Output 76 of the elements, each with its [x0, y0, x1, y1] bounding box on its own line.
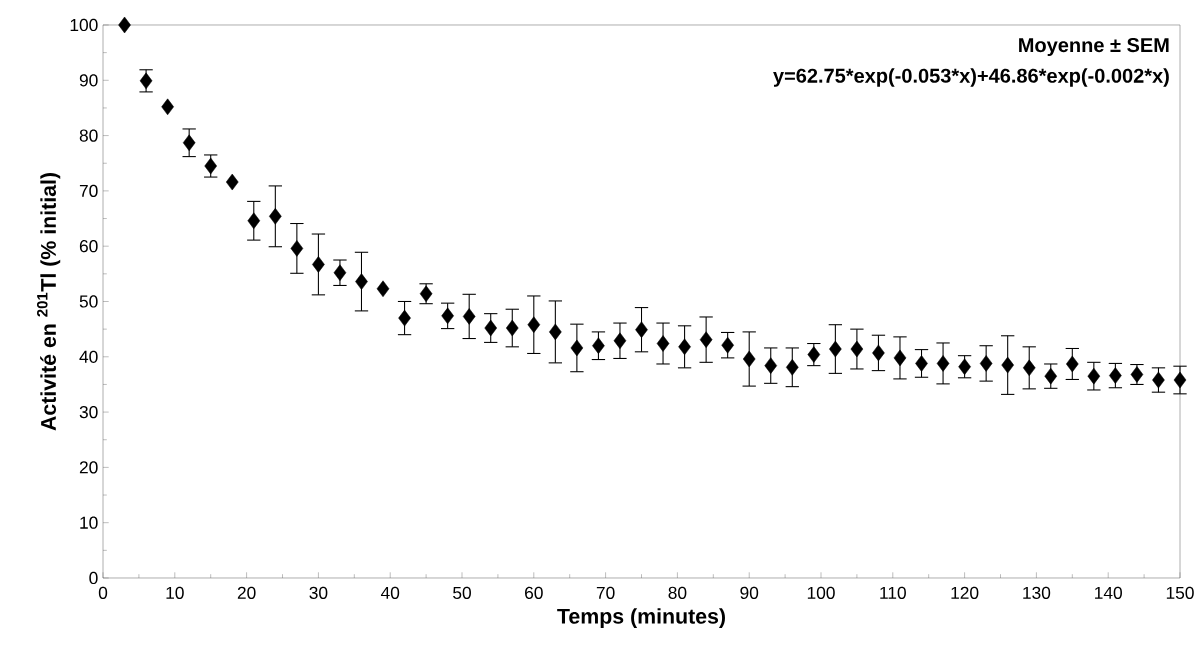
y-tick-label: 10 — [80, 516, 98, 529]
point — [182, 134, 196, 152]
point — [613, 332, 627, 350]
y-tick-label: 100 — [70, 18, 98, 32]
x-axis-title: Temps (minutes) — [557, 608, 725, 629]
x-tick-label: 80 — [668, 586, 687, 599]
point — [979, 355, 993, 372]
point — [1001, 356, 1014, 374]
x-tick-label: 40 — [380, 586, 400, 599]
x-tick-label: 100 — [807, 586, 835, 599]
point — [742, 350, 756, 368]
point — [355, 273, 368, 290]
point — [1109, 367, 1122, 384]
point — [807, 346, 821, 363]
y-tick-label: 80 — [79, 129, 98, 142]
point — [118, 16, 131, 34]
x-tick-label: 70 — [596, 586, 615, 599]
point — [1087, 367, 1101, 385]
point — [527, 316, 541, 333]
y-tick-label: 90 — [79, 74, 98, 87]
point — [398, 309, 411, 327]
point — [549, 323, 562, 341]
x-tick-label: 50 — [453, 586, 471, 599]
point — [161, 98, 174, 116]
y-tick-label: 40 — [79, 350, 98, 363]
x-tick-label: 120 — [951, 586, 979, 599]
point — [570, 339, 584, 357]
point — [592, 337, 605, 354]
x-tick-label: 90 — [740, 586, 759, 599]
point — [850, 340, 864, 358]
point — [290, 240, 304, 257]
point — [247, 212, 261, 230]
x-tick-label: 60 — [525, 586, 543, 599]
point — [656, 335, 670, 352]
point — [764, 357, 778, 374]
point — [893, 349, 907, 367]
point — [225, 173, 239, 191]
point — [269, 208, 282, 225]
x-tick-label: 110 — [880, 586, 906, 599]
point — [1066, 355, 1079, 373]
point — [1152, 371, 1165, 389]
point — [721, 336, 734, 354]
y-tick-label: 20 — [79, 461, 98, 474]
point — [872, 344, 885, 362]
point — [376, 280, 390, 298]
point — [678, 338, 691, 356]
point — [1044, 367, 1058, 385]
point — [936, 355, 950, 372]
point — [333, 264, 347, 281]
x-tick-label: 130 — [1023, 586, 1051, 599]
point — [506, 319, 519, 337]
point — [484, 319, 497, 337]
x-tick-label: 10 — [166, 586, 184, 599]
point — [699, 331, 713, 348]
x-tick-label: 20 — [237, 586, 256, 599]
y-tick-label: 30 — [79, 405, 98, 419]
point — [915, 355, 928, 372]
x-tick-label: 30 — [309, 586, 328, 599]
x-tick-label: 0 — [98, 586, 108, 599]
x-tick-label: 140 — [1095, 586, 1122, 599]
point — [1173, 371, 1187, 389]
point — [441, 307, 454, 325]
point — [312, 256, 325, 273]
annotation: y=62.75*exp(-0.053*x)+46.86*exp(-0.002*x) — [773, 68, 1169, 87]
point — [786, 359, 799, 376]
y-axis-title: Activité en $^{201}$Tl (% initial) — [37, 173, 61, 431]
y-tick-label: 70 — [79, 184, 98, 198]
y-tick-label: 50 — [79, 295, 98, 308]
y-tick-label: 60 — [79, 240, 98, 253]
y-tick-label: 0 — [89, 571, 98, 585]
point — [462, 308, 476, 325]
point — [635, 321, 648, 338]
point — [1022, 359, 1036, 377]
annotation: Moyenne ± SEM — [1019, 37, 1169, 57]
point — [829, 340, 842, 358]
x-tick-label: 150 — [1166, 586, 1194, 599]
